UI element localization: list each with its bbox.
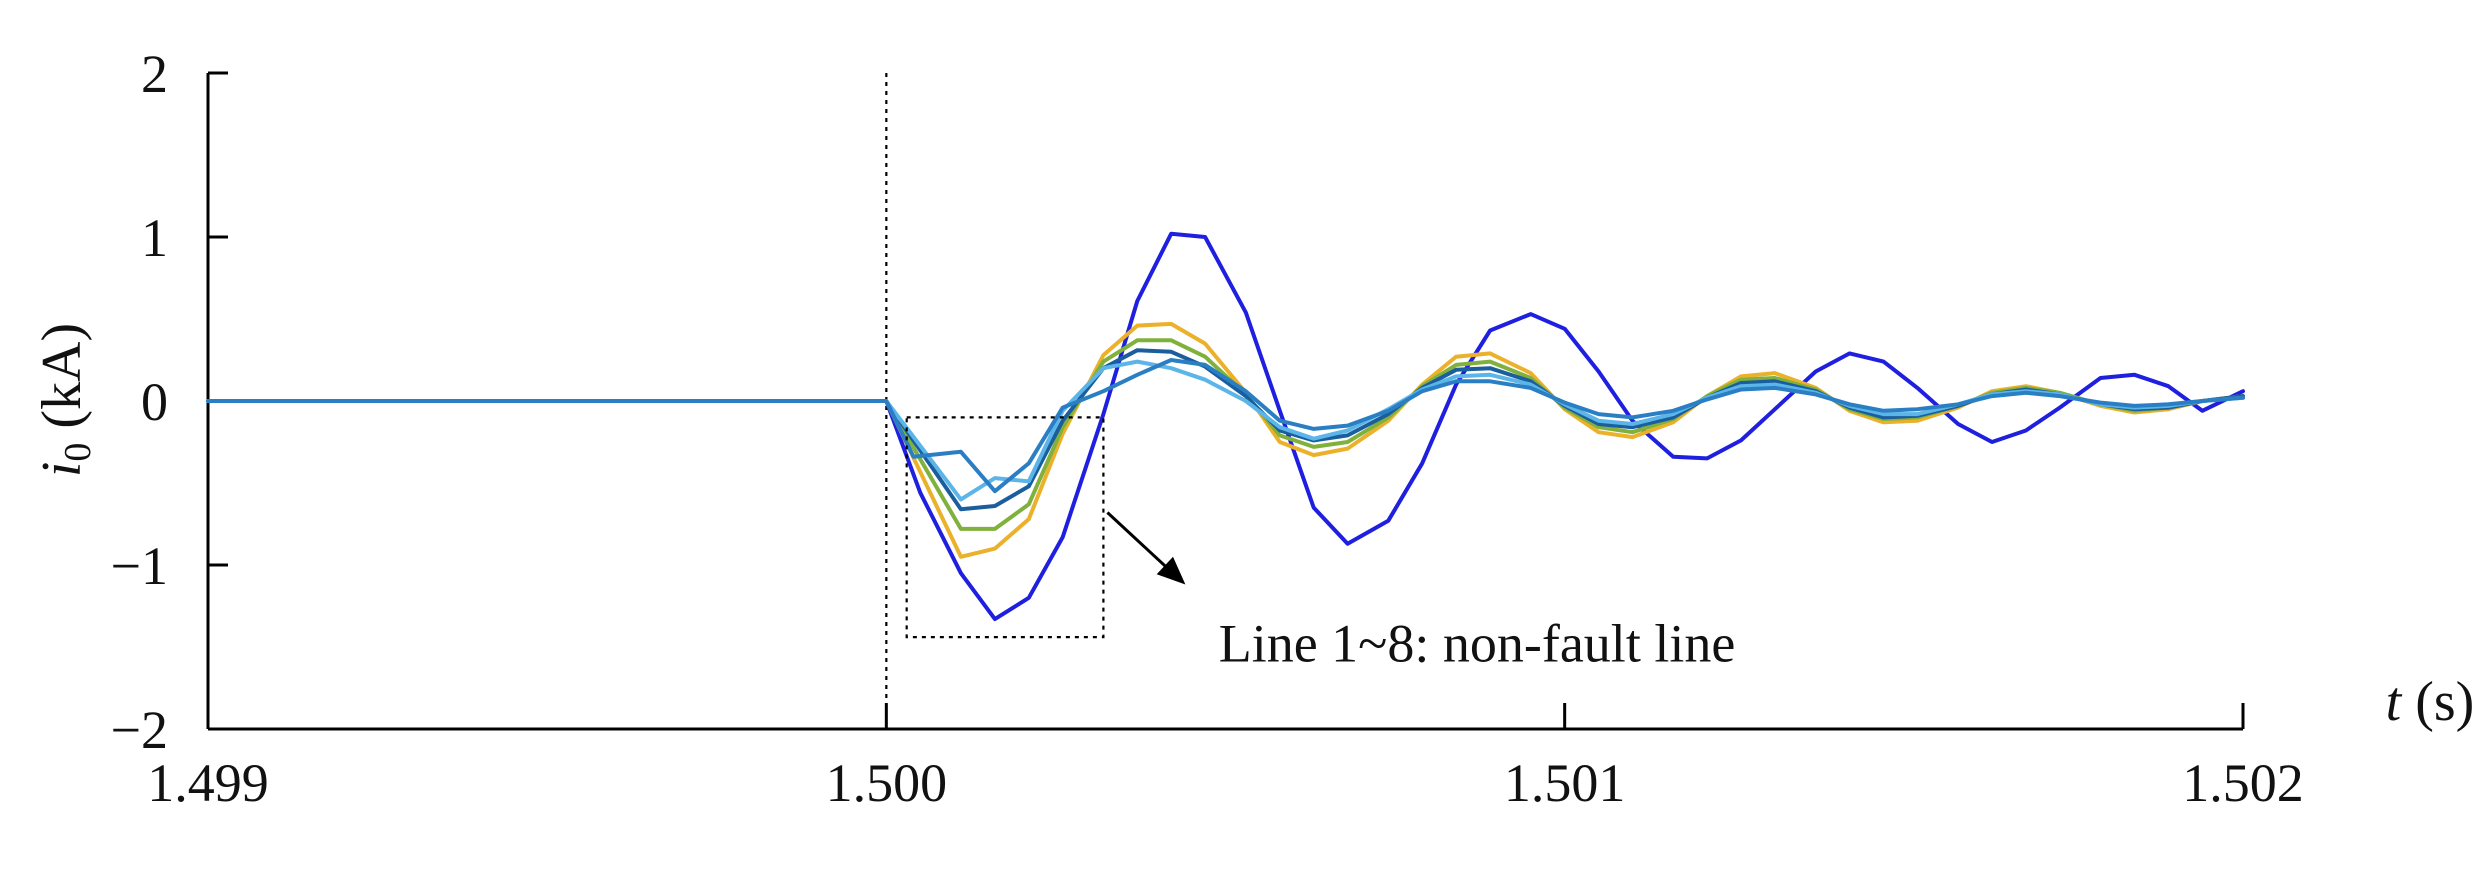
series-group <box>206 231 2245 622</box>
y-tick-label: 2 <box>141 44 168 104</box>
x-axis-label-var: t <box>2386 671 2403 733</box>
y-axis-label: i0 (kA) <box>31 323 99 477</box>
x-tick-label: 1.502 <box>2182 753 2304 813</box>
tick-labels: 2 1 0 −1 −21.499 1.500 1.501 1.502 <box>111 44 2304 813</box>
series-line-1 <box>206 231 2245 622</box>
y-axis-label-unit: (kA) <box>31 323 93 443</box>
y-tick-label: −2 <box>111 700 168 760</box>
x-axis-label: t (s) <box>2386 671 2475 733</box>
y-tick-label: 0 <box>141 372 168 432</box>
x-tick-label: 1.501 <box>1504 753 1626 813</box>
annotation-box <box>905 416 1105 639</box>
y-axis-label-var: i <box>31 462 93 478</box>
annotation-text: Line 1~8: non-fault line <box>1219 614 1736 674</box>
annotation-arrow-head <box>1156 556 1186 585</box>
series-line-6 <box>206 358 2245 494</box>
y-tick-label: −1 <box>111 536 168 596</box>
x-tick-label: 1.500 <box>826 753 948 813</box>
x-tick-label: 1.499 <box>147 753 269 813</box>
y-tick-label: 1 <box>141 208 168 268</box>
x-axis-label-unit: (s) <box>2401 671 2474 733</box>
annotation-arrow <box>1106 511 1177 577</box>
y-axis-label-subscript: 0 <box>57 443 99 462</box>
